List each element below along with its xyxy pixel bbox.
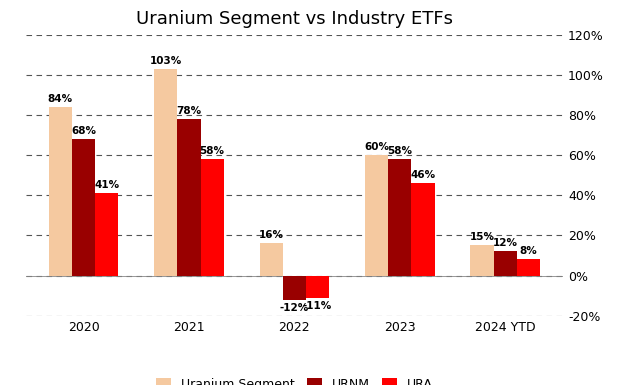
Text: 58%: 58%: [387, 146, 412, 156]
Bar: [49, 107, 72, 276]
Bar: [260, 243, 283, 276]
Text: 60%: 60%: [364, 142, 389, 152]
Text: 8%: 8%: [520, 246, 538, 256]
Text: 58%: 58%: [200, 146, 225, 156]
Bar: [154, 69, 177, 276]
Title: Uranium Segment vs Industry ETFs: Uranium Segment vs Industry ETFs: [136, 10, 453, 28]
Bar: [388, 159, 412, 276]
Bar: [470, 246, 493, 276]
Bar: [177, 119, 200, 276]
Text: 15%: 15%: [470, 233, 495, 243]
Bar: [72, 139, 95, 276]
Bar: [493, 251, 517, 276]
Text: 41%: 41%: [94, 180, 119, 190]
Bar: [95, 193, 118, 276]
Text: -11%: -11%: [303, 301, 332, 311]
Bar: [200, 159, 224, 276]
Bar: [517, 259, 540, 276]
Legend: Uranium Segment, URNM, URA: Uranium Segment, URNM, URA: [150, 373, 438, 385]
Text: 46%: 46%: [410, 170, 436, 180]
Bar: [306, 276, 329, 298]
Text: 78%: 78%: [177, 106, 202, 116]
Text: -12%: -12%: [280, 303, 309, 313]
Text: 68%: 68%: [71, 126, 96, 136]
Text: 103%: 103%: [150, 56, 182, 66]
Bar: [283, 276, 306, 300]
Text: 16%: 16%: [259, 230, 284, 240]
Bar: [412, 183, 435, 276]
Text: 12%: 12%: [493, 238, 518, 248]
Text: 84%: 84%: [48, 94, 73, 104]
Bar: [365, 155, 388, 276]
